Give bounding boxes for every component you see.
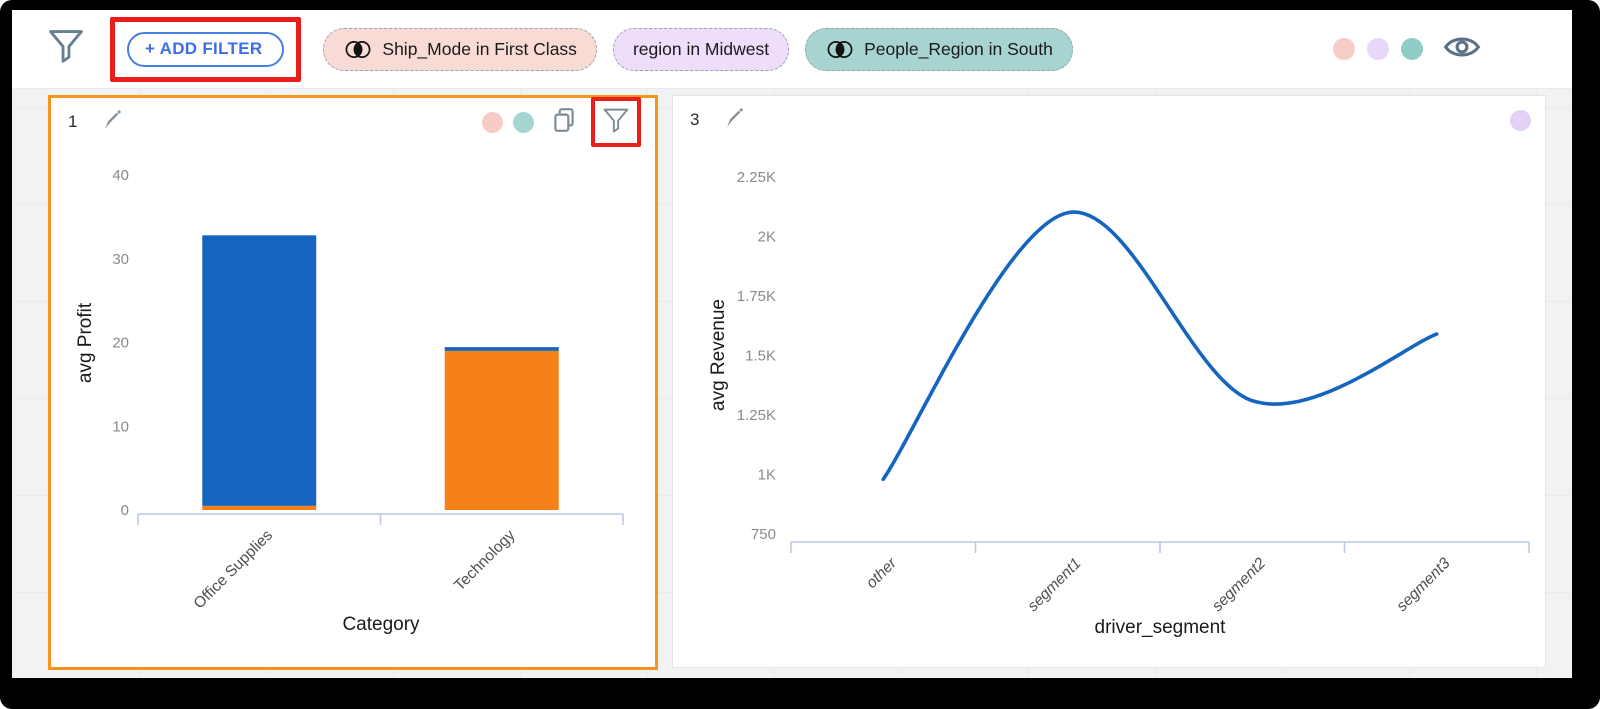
y-tick-label: 40 <box>112 167 129 184</box>
color-dot <box>1510 109 1531 131</box>
color-dot <box>1401 38 1423 60</box>
x-category-label: segment1 <box>1024 555 1084 615</box>
y-tick-label: 1.75K <box>737 288 776 305</box>
line-chart: 750 1K 1.25K 1.5K 1.75K 2K 2.25K other segment1 s… <box>708 169 1530 638</box>
y-tick-label: 0 <box>121 502 129 519</box>
y-tick-label: 10 <box>112 418 129 435</box>
card-3-filter-dots <box>1510 109 1531 131</box>
card-1-filter-dots <box>482 111 534 133</box>
eye-icon[interactable] <box>1442 32 1482 67</box>
app-window: + ADD FILTER Ship_Mode in First Class reg… <box>12 10 1572 678</box>
x-category-label: Office Supplies <box>191 527 277 613</box>
bar-chart: 0 10 20 30 40 Office Supplies Technology Catego… <box>75 167 624 635</box>
edit-pencil-icon[interactable] <box>99 108 123 137</box>
filter-chip-label: Ship_Mode in First Class <box>382 38 577 59</box>
revenue-line[interactable] <box>881 210 1439 482</box>
bar-office-supplies-orange-segment[interactable] <box>202 505 317 510</box>
card-1-header: 1 <box>51 97 655 147</box>
filter-color-dots <box>1333 38 1423 60</box>
y-tick-label: 2.25K <box>737 169 776 186</box>
card-number: 3 <box>690 110 700 129</box>
toolbar-right-cluster <box>1333 32 1572 67</box>
color-dot <box>1367 38 1389 60</box>
x-category-label: other <box>863 554 901 592</box>
copy-icon[interactable] <box>551 106 577 139</box>
chart-card-1[interactable]: 0 10 20 30 40 Office Supplies Technology Catego… <box>48 95 658 670</box>
filter-chip-label: People_Region in South <box>864 38 1053 59</box>
filter-chip-0[interactable]: Ship_Mode in First Class <box>323 27 597 71</box>
filter-chip-label: region in Midwest <box>632 38 770 59</box>
dashboard-canvas: 0 10 20 30 40 Office Supplies Technology Catego… <box>12 88 1572 678</box>
card-number: 1 <box>68 112 78 131</box>
funnel-icon[interactable] <box>48 28 84 71</box>
filter-chip-list: Ship_Mode in First Class region in Midwes… <box>323 27 1073 71</box>
filter-chip-1[interactable]: region in Midwest <box>612 27 790 71</box>
bar-technology-blue-segment[interactable] <box>444 347 559 351</box>
y-tick-label: 20 <box>112 335 129 352</box>
chart-card-3[interactable]: 750 1K 1.25K 1.5K 1.75K 2K 2.25K other segment1 s… <box>672 95 1546 668</box>
y-tick-label: 30 <box>112 251 129 268</box>
highlight-box-add-filter: + ADD FILTER <box>110 16 302 82</box>
x-category-label: Technology <box>451 527 519 595</box>
color-dot <box>482 111 503 133</box>
y-tick-label: 2K <box>758 229 776 246</box>
y-tick-label: 1.25K <box>737 407 776 424</box>
filter-toolbar: + ADD FILTER Ship_Mode in First Class reg… <box>12 10 1572 89</box>
bar-technology-orange-segment[interactable] <box>444 350 559 510</box>
add-filter-button[interactable]: + ADD FILTER <box>127 31 285 67</box>
y-axis-title: avg Revenue <box>708 299 729 411</box>
filter-chip-2[interactable]: People_Region in South <box>805 27 1073 71</box>
bar-office-supplies-blue-segment[interactable] <box>202 235 317 506</box>
x-category-label: segment3 <box>1393 555 1453 615</box>
intersect-icon <box>825 40 855 59</box>
y-tick-label: 1K <box>758 467 776 484</box>
x-axis-title: driver_segment <box>1095 617 1227 638</box>
color-dot <box>1333 38 1355 60</box>
x-axis-title: Category <box>342 614 420 635</box>
card-1-filter-icon[interactable] <box>602 108 630 139</box>
intersect-icon <box>343 40 373 59</box>
y-tick-label: 750 <box>751 526 776 543</box>
x-category-label: segment2 <box>1209 555 1269 615</box>
card-3-header: 3 <box>673 96 1545 144</box>
edit-pencil-icon[interactable] <box>721 106 745 135</box>
highlight-box-card-filter <box>591 97 641 147</box>
y-axis-title: avg Profit <box>75 302 96 383</box>
y-tick-label: 1.5K <box>745 348 776 365</box>
color-dot <box>513 111 534 133</box>
